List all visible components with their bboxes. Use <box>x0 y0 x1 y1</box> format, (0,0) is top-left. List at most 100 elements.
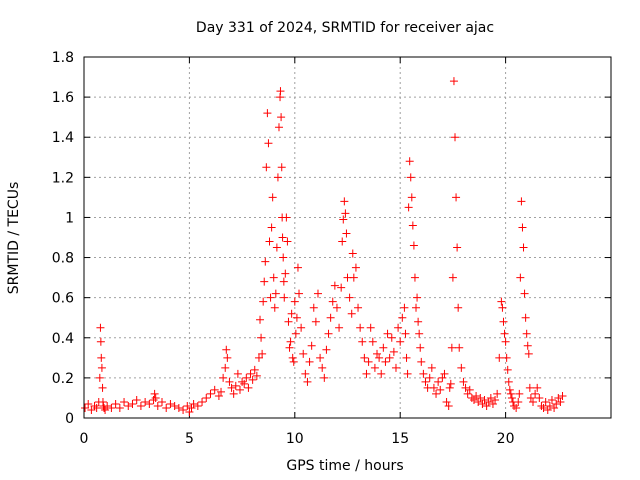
data-point <box>238 377 247 386</box>
data-point <box>231 381 240 390</box>
data-point <box>467 393 476 402</box>
data-point <box>303 377 312 386</box>
data-point <box>425 373 434 382</box>
data-point <box>385 353 394 362</box>
data-point <box>405 157 414 166</box>
chart-title: Day 331 of 2024, SRMTID for receiver aja… <box>196 20 494 36</box>
data-point <box>457 363 466 372</box>
data-point <box>488 399 497 408</box>
data-point <box>307 341 316 350</box>
data-point <box>452 193 461 202</box>
data-point <box>293 263 302 272</box>
data-point <box>150 389 159 398</box>
data-point <box>503 365 512 374</box>
data-point <box>451 133 460 142</box>
data-point <box>290 297 299 306</box>
data-point <box>272 243 281 252</box>
data-point <box>151 393 160 402</box>
data-point <box>289 357 298 366</box>
data-point <box>480 395 489 404</box>
data-point <box>278 233 287 242</box>
data-point <box>149 395 158 404</box>
data-point <box>510 401 519 410</box>
data-point <box>328 297 337 306</box>
data-point <box>87 405 96 414</box>
data-point <box>291 329 300 338</box>
data-point <box>170 401 179 410</box>
x-tick-label: 10 <box>286 431 304 447</box>
data-point <box>330 281 339 290</box>
data-point <box>338 237 347 246</box>
data-point <box>287 309 296 318</box>
y-tick-label: 0 <box>65 411 74 427</box>
data-point <box>202 393 211 402</box>
data-point <box>274 123 283 132</box>
data-point <box>358 337 367 346</box>
x-tick-label: 15 <box>391 431 409 447</box>
data-point <box>265 237 274 246</box>
data-point <box>446 379 455 388</box>
data-point <box>436 385 445 394</box>
data-point <box>244 383 253 392</box>
data-point <box>463 389 472 398</box>
data-point <box>558 391 567 400</box>
data-point <box>491 395 500 404</box>
data-point <box>292 313 301 322</box>
data-point <box>373 349 382 358</box>
data-point <box>525 383 534 392</box>
data-point <box>277 163 286 172</box>
data-point <box>157 397 166 406</box>
data-point <box>517 197 526 206</box>
data-point <box>286 337 295 346</box>
data-point <box>408 221 417 230</box>
data-point <box>97 353 106 362</box>
data-point <box>316 353 325 362</box>
y-tick-label: 0.4 <box>52 331 74 347</box>
data-point <box>505 385 514 394</box>
data-point <box>429 383 438 392</box>
data-point <box>311 317 320 326</box>
data-point <box>461 383 470 392</box>
data-point <box>223 353 232 362</box>
data-point <box>219 373 228 382</box>
data-point <box>406 173 415 182</box>
x-axis-label: GPS time / hours <box>286 458 403 474</box>
data-point <box>556 397 565 406</box>
axis-ticks: 0 0.2 0.4 0.6 0.8 1 1.2 1.4 1.6 1.8 0 5 10 15 20 <box>52 50 611 447</box>
data-point <box>398 313 407 322</box>
data-point <box>98 383 107 392</box>
data-point <box>421 377 430 386</box>
data-point <box>391 363 400 372</box>
data-point <box>442 397 451 406</box>
data-point <box>256 315 265 324</box>
data-point <box>526 393 535 402</box>
data-point <box>103 401 112 410</box>
data-point <box>282 213 291 222</box>
data-point <box>347 309 356 318</box>
data-point <box>370 363 379 372</box>
data-point <box>96 323 105 332</box>
data-point <box>409 241 418 250</box>
data-point <box>262 163 271 172</box>
data-point <box>349 273 358 282</box>
data-point <box>474 397 483 406</box>
data-point <box>518 223 527 232</box>
data-point <box>299 349 308 358</box>
data-point <box>174 403 183 412</box>
data-point <box>416 343 425 352</box>
data-point <box>410 273 419 282</box>
data-point <box>285 343 294 352</box>
data-point <box>539 403 548 412</box>
data-point <box>248 375 257 384</box>
data-point <box>377 369 386 378</box>
data-point <box>260 277 269 286</box>
data-point <box>375 353 384 362</box>
data-point <box>263 109 272 118</box>
data-point <box>128 399 137 408</box>
data-point <box>264 139 273 148</box>
data-point <box>250 365 259 374</box>
data-point <box>412 303 421 312</box>
data-point <box>120 397 129 406</box>
data-point <box>124 401 133 410</box>
